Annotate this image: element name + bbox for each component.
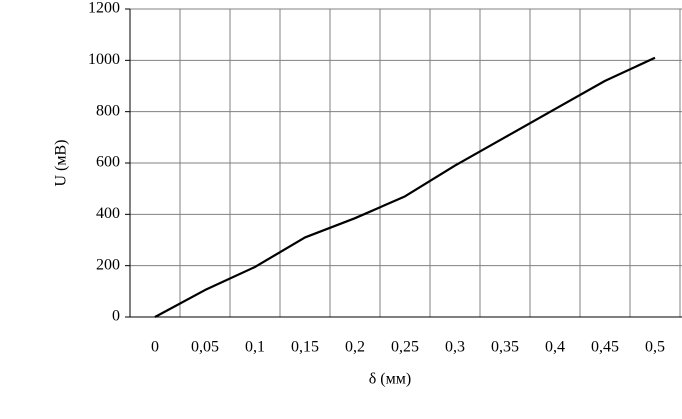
x-tick-label: 0,3 xyxy=(445,339,465,356)
x-tick-label: 0,45 xyxy=(591,339,619,356)
x-tick-label: 0,5 xyxy=(645,339,665,356)
x-tick-label: 0,1 xyxy=(245,339,265,356)
y-tick-label: 400 xyxy=(96,205,120,222)
y-tick-label: 0 xyxy=(112,308,120,325)
x-tick-label: 0,2 xyxy=(345,339,365,356)
x-tick-label: 0,25 xyxy=(391,339,419,356)
x-tick-label: 0,4 xyxy=(545,339,565,356)
y-tick-label: 200 xyxy=(96,256,120,273)
y-tick-label: 600 xyxy=(96,154,120,171)
x-tick-label: 0 xyxy=(151,339,159,356)
x-tick-label: 0,35 xyxy=(491,339,519,356)
data-line xyxy=(154,56,656,318)
y-tick-label: 1000 xyxy=(88,51,120,68)
y-axis-label: U (мВ) xyxy=(53,139,70,186)
y-tick-label: 800 xyxy=(96,102,120,119)
y-tick-label: 1200 xyxy=(88,0,120,17)
x-tick-label: 0,05 xyxy=(191,339,219,356)
x-axis-label: δ (мм) xyxy=(369,371,411,388)
x-tick-label: 0,15 xyxy=(291,339,319,356)
